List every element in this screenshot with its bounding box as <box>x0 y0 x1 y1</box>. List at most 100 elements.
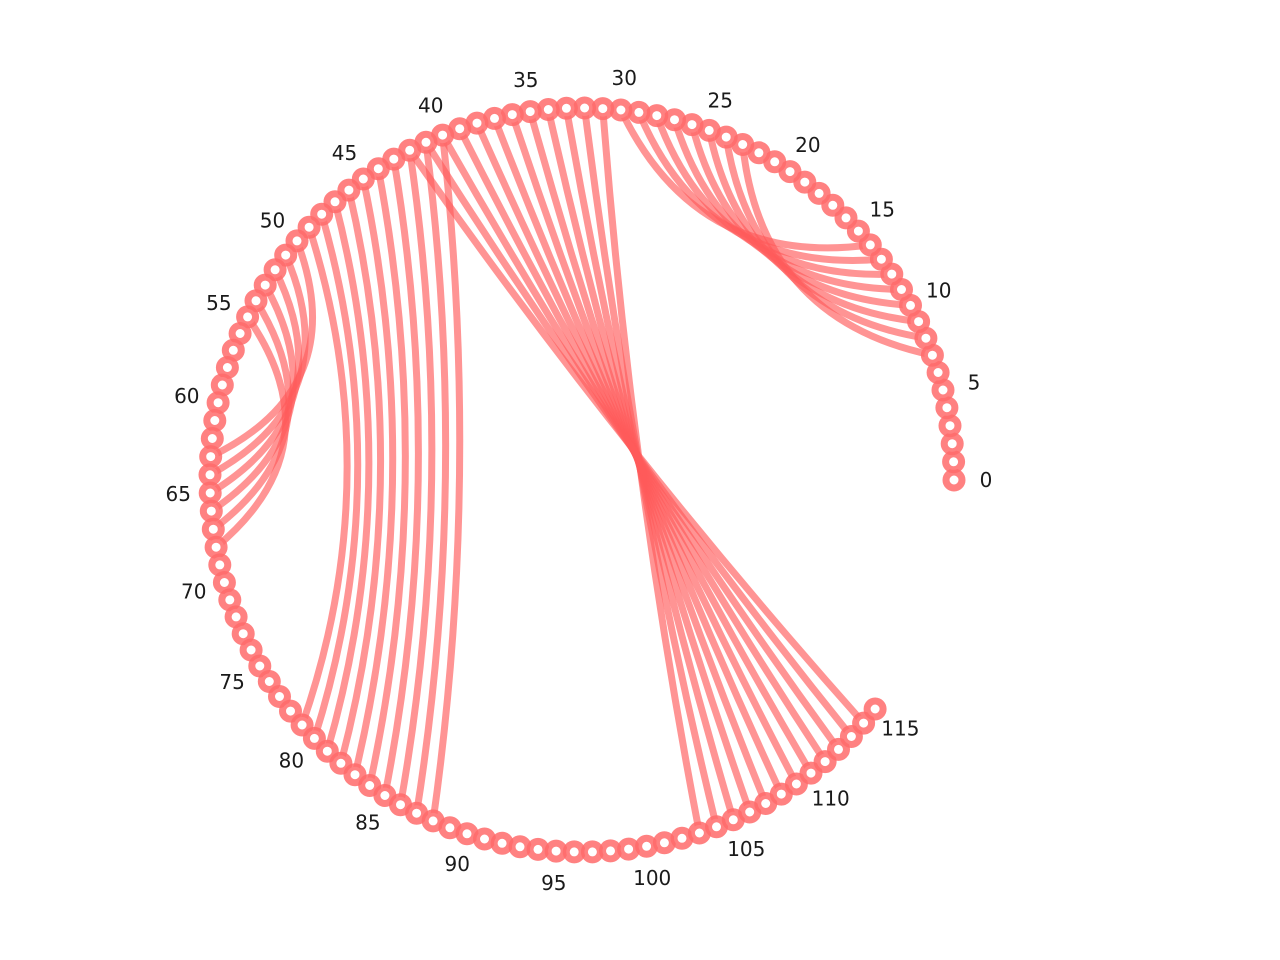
node-50 <box>285 229 309 253</box>
node-label-75: 75 <box>219 670 244 694</box>
edge-42-86 <box>397 146 436 809</box>
node-20 <box>778 160 802 184</box>
label-layer: 0 5 10 15 20 25 30 35 40 45 50 55 60 65 70 75 80 85 90 95 10… <box>165 66 992 895</box>
edge-47-81 <box>323 198 373 755</box>
node-46 <box>337 178 361 202</box>
node-69 <box>208 553 232 577</box>
node-41 <box>414 130 438 154</box>
node-109 <box>784 772 808 796</box>
edge-layer <box>206 104 936 837</box>
edge-45-83 <box>351 175 397 779</box>
edge-48-80 <box>310 210 362 742</box>
node-17 <box>821 193 845 217</box>
node-101 <box>652 831 676 855</box>
node-61 <box>203 409 227 432</box>
node-label-65: 65 <box>165 482 190 506</box>
node-label-80: 80 <box>279 749 304 773</box>
node-label-10: 10 <box>926 278 951 302</box>
node-92 <box>490 831 514 855</box>
node-60 <box>206 391 230 415</box>
node-25 <box>697 118 721 142</box>
node-label-110: 110 <box>812 786 850 810</box>
node-label-115: 115 <box>881 717 919 741</box>
node-108 <box>769 782 793 806</box>
edge-43-85 <box>381 155 422 799</box>
node-82 <box>329 751 353 775</box>
node-21 <box>763 150 787 174</box>
node-13 <box>869 247 893 271</box>
node-62 <box>200 427 224 450</box>
node-76 <box>257 670 281 693</box>
node-110 <box>799 761 823 785</box>
node-81 <box>315 739 339 763</box>
node-90 <box>455 822 479 846</box>
node-54 <box>244 289 268 313</box>
node-64 <box>198 463 222 487</box>
edge-42-114 <box>406 146 868 727</box>
node-93 <box>508 835 532 859</box>
node-68 <box>204 535 228 559</box>
node-37 <box>483 106 506 130</box>
node-95 <box>544 839 568 863</box>
node-29 <box>627 100 651 124</box>
edge-41-87 <box>413 138 450 817</box>
node-94 <box>526 837 550 861</box>
node-85 <box>373 784 397 807</box>
node-3 <box>938 414 962 438</box>
node-57 <box>221 338 245 362</box>
node-74 <box>239 638 263 662</box>
node-96 <box>562 840 586 864</box>
node-0 <box>942 468 966 492</box>
node-111 <box>813 750 837 774</box>
node-15 <box>846 219 870 243</box>
node-22 <box>747 141 771 165</box>
node-84 <box>358 774 382 797</box>
node-9 <box>907 310 931 334</box>
edge-49-79 <box>298 223 351 729</box>
node-31 <box>591 97 615 121</box>
node-83 <box>343 763 367 787</box>
node-label-95: 95 <box>541 871 566 895</box>
node-70 <box>212 571 236 594</box>
node-14 <box>858 233 882 257</box>
node-label-30: 30 <box>611 66 636 90</box>
node-label-60: 60 <box>174 384 199 408</box>
edge-40-88 <box>429 131 464 825</box>
node-102 <box>670 826 694 850</box>
node-26 <box>680 113 704 137</box>
node-77 <box>268 685 291 708</box>
node-65 <box>198 481 222 505</box>
node-19 <box>793 170 817 194</box>
node-4 <box>935 396 959 420</box>
node-label-5: 5 <box>968 370 981 394</box>
node-98 <box>599 839 622 863</box>
node-59 <box>210 373 234 397</box>
node-layer <box>198 96 966 864</box>
node-89 <box>438 816 462 840</box>
node-36 <box>500 103 524 127</box>
node-16 <box>834 206 858 230</box>
node-79 <box>290 713 314 737</box>
node-label-85: 85 <box>355 811 380 835</box>
node-58 <box>215 356 239 379</box>
node-112 <box>827 737 850 761</box>
edge-40-112 <box>439 131 842 753</box>
node-66 <box>199 499 223 523</box>
node-35 <box>518 100 542 124</box>
node-67 <box>201 517 225 541</box>
node-53 <box>253 273 277 297</box>
node-label-50: 50 <box>260 208 285 232</box>
node-30 <box>609 98 633 122</box>
edge-14-30 <box>617 106 874 252</box>
node-86 <box>389 793 412 817</box>
node-32 <box>573 96 597 120</box>
node-45 <box>351 167 375 191</box>
node-28 <box>645 104 669 128</box>
node-44 <box>366 157 390 181</box>
node-75 <box>248 654 272 678</box>
node-113 <box>839 725 863 748</box>
node-106 <box>738 800 762 824</box>
node-34 <box>536 98 560 121</box>
edge-46-82 <box>337 186 385 767</box>
node-5 <box>931 378 955 402</box>
